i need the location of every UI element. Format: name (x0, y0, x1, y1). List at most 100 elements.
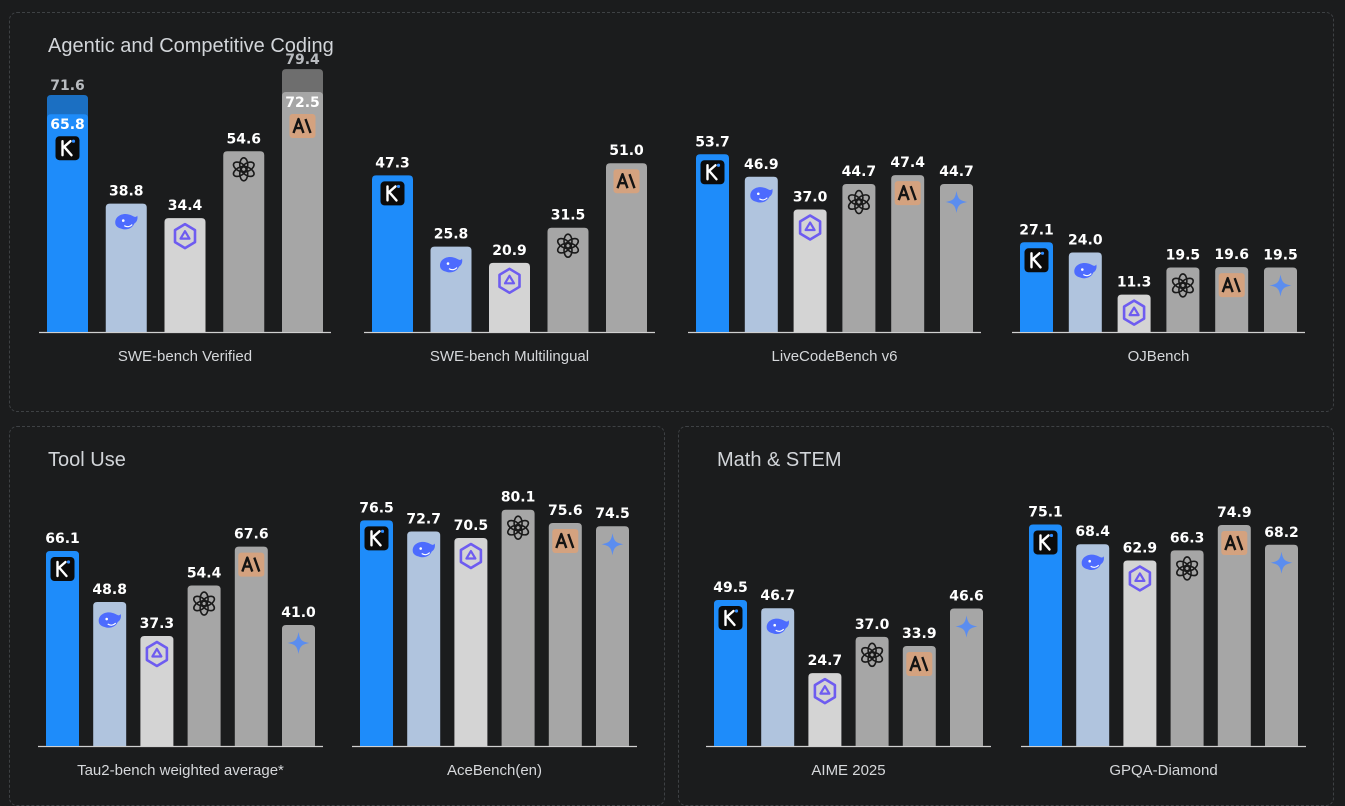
kimi-k-logo-icon (380, 181, 405, 206)
bar-value-label: 75.6 (548, 503, 583, 519)
bar (1029, 524, 1062, 746)
bar-value-label: 37.0 (793, 190, 828, 206)
gemini-sparkle-icon (1269, 274, 1292, 297)
bar (1076, 544, 1110, 746)
bar-value-label: 68.4 (1075, 524, 1110, 540)
bar-value-label: 53.7 (695, 134, 730, 150)
openai-knot-icon (1176, 556, 1199, 581)
bar-value-label: 41.0 (281, 605, 316, 621)
anthropic-ai-icon (894, 181, 921, 206)
bar (1217, 525, 1251, 746)
gemini-sparkle-icon (955, 615, 978, 638)
anthropic-ai-icon (238, 552, 265, 577)
bar-chart: 49.5 46.7 24.7 37.0 33.9 46.6 AIME 2025 (706, 580, 991, 779)
bar (454, 538, 488, 746)
anthropic-ai-icon (613, 169, 640, 194)
gemini-sparkle-icon (601, 533, 624, 556)
kimi-k-logo-icon (55, 136, 80, 161)
bar (714, 599, 747, 746)
bar-chart: 47.3 25.8 20.9 31.5 51.0 SWE-bench Multilingu… (364, 143, 655, 365)
bar (1264, 267, 1297, 332)
kimi-k-logo-icon (50, 557, 75, 582)
kimi-k-logo-icon (718, 605, 743, 630)
qwen-star-icon (173, 222, 197, 250)
bar (744, 176, 778, 332)
bar-value-label: 19.5 (1166, 247, 1201, 263)
bar-extra-label: 71.6 (50, 78, 85, 94)
qwen-star-icon (145, 640, 169, 668)
kimi-k-logo-icon (364, 526, 389, 551)
bar (696, 154, 729, 332)
bar (891, 175, 925, 332)
bar-value-label: 54.4 (187, 566, 222, 582)
bar (282, 92, 323, 333)
deepseek-whale-icon (440, 256, 463, 273)
chart-title: OJBench (1128, 348, 1190, 365)
bar-chart: 76.5 72.7 70.5 80.1 75.6 74.5 AceBench(en) (352, 490, 637, 779)
bar-value-label: 72.7 (406, 512, 441, 528)
panel-title: Math & STEM (717, 449, 842, 471)
bar-value-label: 66.1 (45, 531, 80, 547)
gemini-sparkle-icon (1270, 551, 1293, 574)
bar (501, 509, 535, 746)
bar (1166, 267, 1200, 332)
bar-value-label: 27.1 (1019, 222, 1054, 238)
bar (105, 203, 147, 332)
bar (547, 227, 589, 332)
bar-value-label: 19.5 (1263, 247, 1298, 263)
bar (842, 184, 876, 332)
bar-value-label: 34.4 (168, 198, 203, 214)
bar-value-label: 37.3 (140, 616, 175, 632)
deepseek-whale-icon (115, 213, 138, 230)
qwen-star-icon (459, 542, 483, 570)
qwen-star-icon (1128, 565, 1152, 592)
chart-title: SWE-bench Verified (118, 348, 252, 365)
bar-value-label: 49.5 (713, 580, 748, 596)
bar-value-label: 76.5 (359, 500, 394, 516)
bar-value-label: 19.6 (1214, 247, 1249, 263)
bar (282, 625, 315, 746)
bar-chart: 71.6 65.8 38.8 34.4 54.6 79.4 72.5 SWE-bench Ve… (39, 52, 331, 365)
gemini-sparkle-icon (287, 632, 310, 655)
deepseek-whale-icon (766, 618, 789, 635)
chart-title: GPQA-Diamond (1109, 762, 1217, 779)
anthropic-ai-icon (1221, 531, 1248, 556)
panel-agentic-coding: Agentic and Competitive Coding (9, 12, 1334, 412)
bar (1117, 294, 1151, 332)
panel-title: Agentic and Competitive Coding (48, 35, 334, 57)
bar-value-label: 31.5 (551, 208, 586, 224)
bar-value-label: 62.9 (1123, 540, 1158, 556)
openai-knot-icon (1171, 273, 1194, 298)
deepseek-whale-icon (1074, 262, 1097, 279)
anthropic-ai-icon (906, 651, 933, 676)
bar (548, 522, 582, 746)
bar-value-label: 11.3 (1117, 275, 1152, 291)
bar (761, 608, 795, 746)
chart-title: AceBench(en) (447, 762, 542, 779)
bar-value-label: 46.6 (949, 589, 984, 605)
bar (855, 636, 889, 746)
bar-value-label: 33.9 (902, 626, 937, 642)
qwen-star-icon (798, 214, 822, 241)
qwen-star-icon (813, 677, 837, 705)
bar (93, 602, 127, 746)
bar-value-label: 54.6 (226, 131, 261, 147)
bar (489, 262, 530, 332)
bar-value-label: 74.9 (1217, 505, 1252, 521)
chart-title: LiveCodeBench v6 (772, 348, 898, 365)
anthropic-ai-icon (1218, 273, 1245, 298)
openai-knot-icon (556, 233, 580, 259)
bar (187, 585, 221, 746)
bar-value-label: 68.2 (1264, 525, 1299, 541)
chart-title: SWE-bench Multilingual (430, 348, 589, 365)
kimi-k-logo-icon (700, 160, 725, 185)
anthropic-ai-icon (552, 528, 579, 553)
bar-value-label: 46.9 (744, 157, 779, 173)
bar-value-label: 80.1 (501, 490, 536, 506)
bar (372, 175, 413, 332)
bar (47, 114, 88, 333)
bar-value-label: 20.9 (492, 243, 527, 259)
bar-value-label: 67.6 (234, 527, 269, 543)
bar-extra-label: 79.4 (285, 52, 320, 68)
